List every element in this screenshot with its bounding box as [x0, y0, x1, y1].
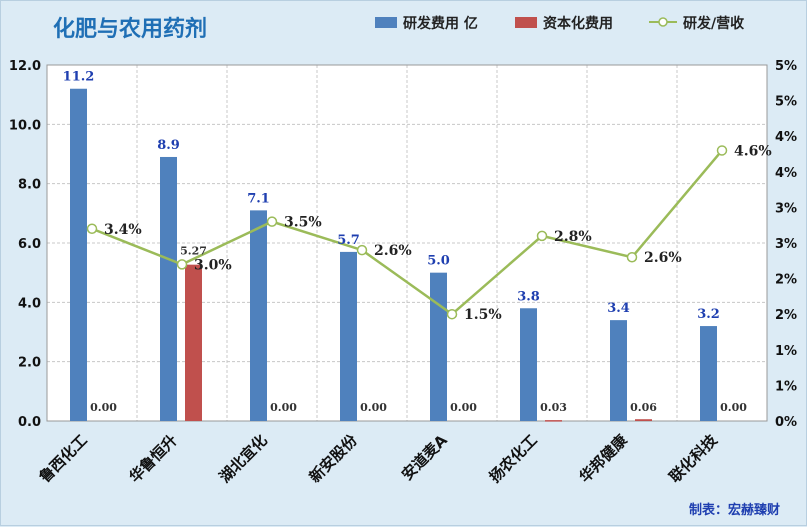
chart-footer: 制表：宏赫臻财: [689, 502, 780, 518]
bar-capitalized-label: 0.00: [720, 401, 747, 414]
ratio-label: 2.6%: [644, 250, 682, 266]
x-category-label: 联化科技: [666, 430, 722, 486]
bar-rd-label: 3.4: [607, 301, 630, 316]
bar-rd-label: 7.1: [247, 191, 270, 206]
x-category-label: 湖北宜化: [216, 431, 271, 486]
bar-rd: [160, 156, 177, 421]
y-right-tick-label: 5%: [775, 95, 797, 110]
bar-capitalized: [185, 264, 202, 421]
ratio-label: 1.5%: [464, 307, 502, 323]
y-left-tick-label: 12.0: [9, 59, 41, 74]
ratio-point: [86, 223, 98, 235]
chart-title: 化肥与农用药剂: [53, 16, 207, 42]
legend-swatch-rd: [375, 17, 397, 28]
legend-label-rd: 研发费用 亿: [403, 15, 478, 32]
bar-capitalized: [545, 420, 562, 422]
legend: 研发费用 亿 资本化费用 研发/营收: [375, 15, 745, 32]
x-axis-categories: 鲁西化工 华鲁恒升 湖北宜化 新安股份 安道麦A 扬农化工 华邦健康 联化科技: [36, 430, 722, 486]
ratio-label: 3.4%: [104, 222, 142, 238]
bar-rd-label: 5.7: [337, 233, 360, 248]
y-left-tick-label: 10.0: [9, 118, 41, 133]
y-right-tick-label: 0%: [775, 415, 797, 430]
y-axis-right: 0% 1% 1% 2% 2% 3% 3% 4% 4% 5% 5%: [775, 59, 797, 430]
bar-capitalized: [635, 419, 652, 421]
y-left-tick-label: 2.0: [18, 356, 41, 371]
bar-rd: [700, 326, 717, 421]
y-right-tick-label: 1%: [775, 379, 797, 394]
ratio-point: [356, 244, 368, 256]
bar-rd-label: 8.9: [157, 138, 180, 153]
y-right-tick-label: 2%: [775, 308, 797, 323]
bar-rd: [610, 320, 627, 421]
plot-border: [46, 64, 768, 422]
ratio-label: 2.6%: [374, 243, 412, 259]
bar-rd: [70, 88, 87, 421]
y-right-tick-label: 2%: [775, 273, 797, 288]
bar-capitalized-label: 0.00: [90, 401, 117, 414]
bar-capitalized-label: 0.06: [630, 401, 657, 414]
ratio-label: 2.8%: [554, 229, 592, 245]
y-right-tick-label: 4%: [775, 166, 797, 181]
ratio-point: [716, 145, 728, 156]
y-left-tick-label: 0.0: [18, 415, 41, 430]
bars: [70, 88, 717, 422]
y-left-tick-label: 8.0: [18, 178, 41, 193]
y-left-tick-label: 4.0: [18, 296, 41, 311]
bar-rd: [340, 251, 357, 421]
bar-rd: [520, 308, 537, 421]
ratio-point: [266, 216, 278, 227]
bar-rd-label: 11.2: [63, 70, 95, 85]
ratio-point: [626, 251, 638, 263]
ratio-point: [176, 259, 188, 270]
y-right-tick-label: 1%: [775, 344, 797, 359]
bar-rd: [250, 210, 267, 421]
bar-rd: [430, 272, 447, 421]
x-category-label: 华鲁恒升: [126, 431, 181, 486]
ratio-label: 3.0%: [194, 257, 232, 273]
bar-capitalized-label: 0.00: [360, 401, 387, 414]
bar-capitalized-label: 0.00: [450, 401, 477, 414]
ratio-line: [86, 145, 728, 320]
y-right-tick-label: 5%: [775, 59, 797, 74]
x-category-label: 安道麦A: [398, 431, 451, 484]
bar-rd-label: 3.8: [517, 289, 540, 304]
bar-capitalized-label: 5.27: [180, 245, 207, 258]
bar-capitalized-label: 0.03: [540, 401, 567, 414]
bar-rd-label: 3.2: [697, 307, 720, 322]
ratio-label: 3.5%: [284, 215, 322, 231]
y-axis-left: 0.0 2.0 4.0 6.0 8.0 10.0 12.0: [9, 59, 41, 430]
x-category-label: 华邦健康: [576, 430, 632, 486]
legend-label-ratio: 研发/营收: [683, 15, 745, 32]
legend-marker-ratio: [658, 17, 668, 27]
x-category-label: 新安股份: [306, 430, 362, 486]
bar-capitalized-label: 0.00: [270, 401, 297, 414]
data-labels: 11.2 0.00 8.9 5.27 7.1 0.00 5.7 0.00 5.0 0.00 3.8 0…: [63, 70, 772, 414]
legend-swatch-capitalized: [515, 17, 537, 28]
y-right-tick-label: 3%: [775, 237, 797, 252]
x-category-label: 扬农化工: [486, 431, 541, 486]
y-right-tick-label: 3%: [775, 201, 797, 216]
x-category-label: 鲁西化工: [36, 431, 91, 486]
y-left-tick-label: 6.0: [18, 237, 41, 252]
bar-rd-label: 5.0: [427, 254, 450, 269]
ratio-point: [446, 308, 458, 320]
ratio-point: [536, 230, 548, 242]
ratio-polyline: [91, 149, 723, 316]
legend-label-capitalized: 资本化费用: [543, 15, 613, 32]
ratio-label: 4.6%: [734, 143, 772, 159]
y-right-tick-label: 4%: [775, 130, 797, 145]
